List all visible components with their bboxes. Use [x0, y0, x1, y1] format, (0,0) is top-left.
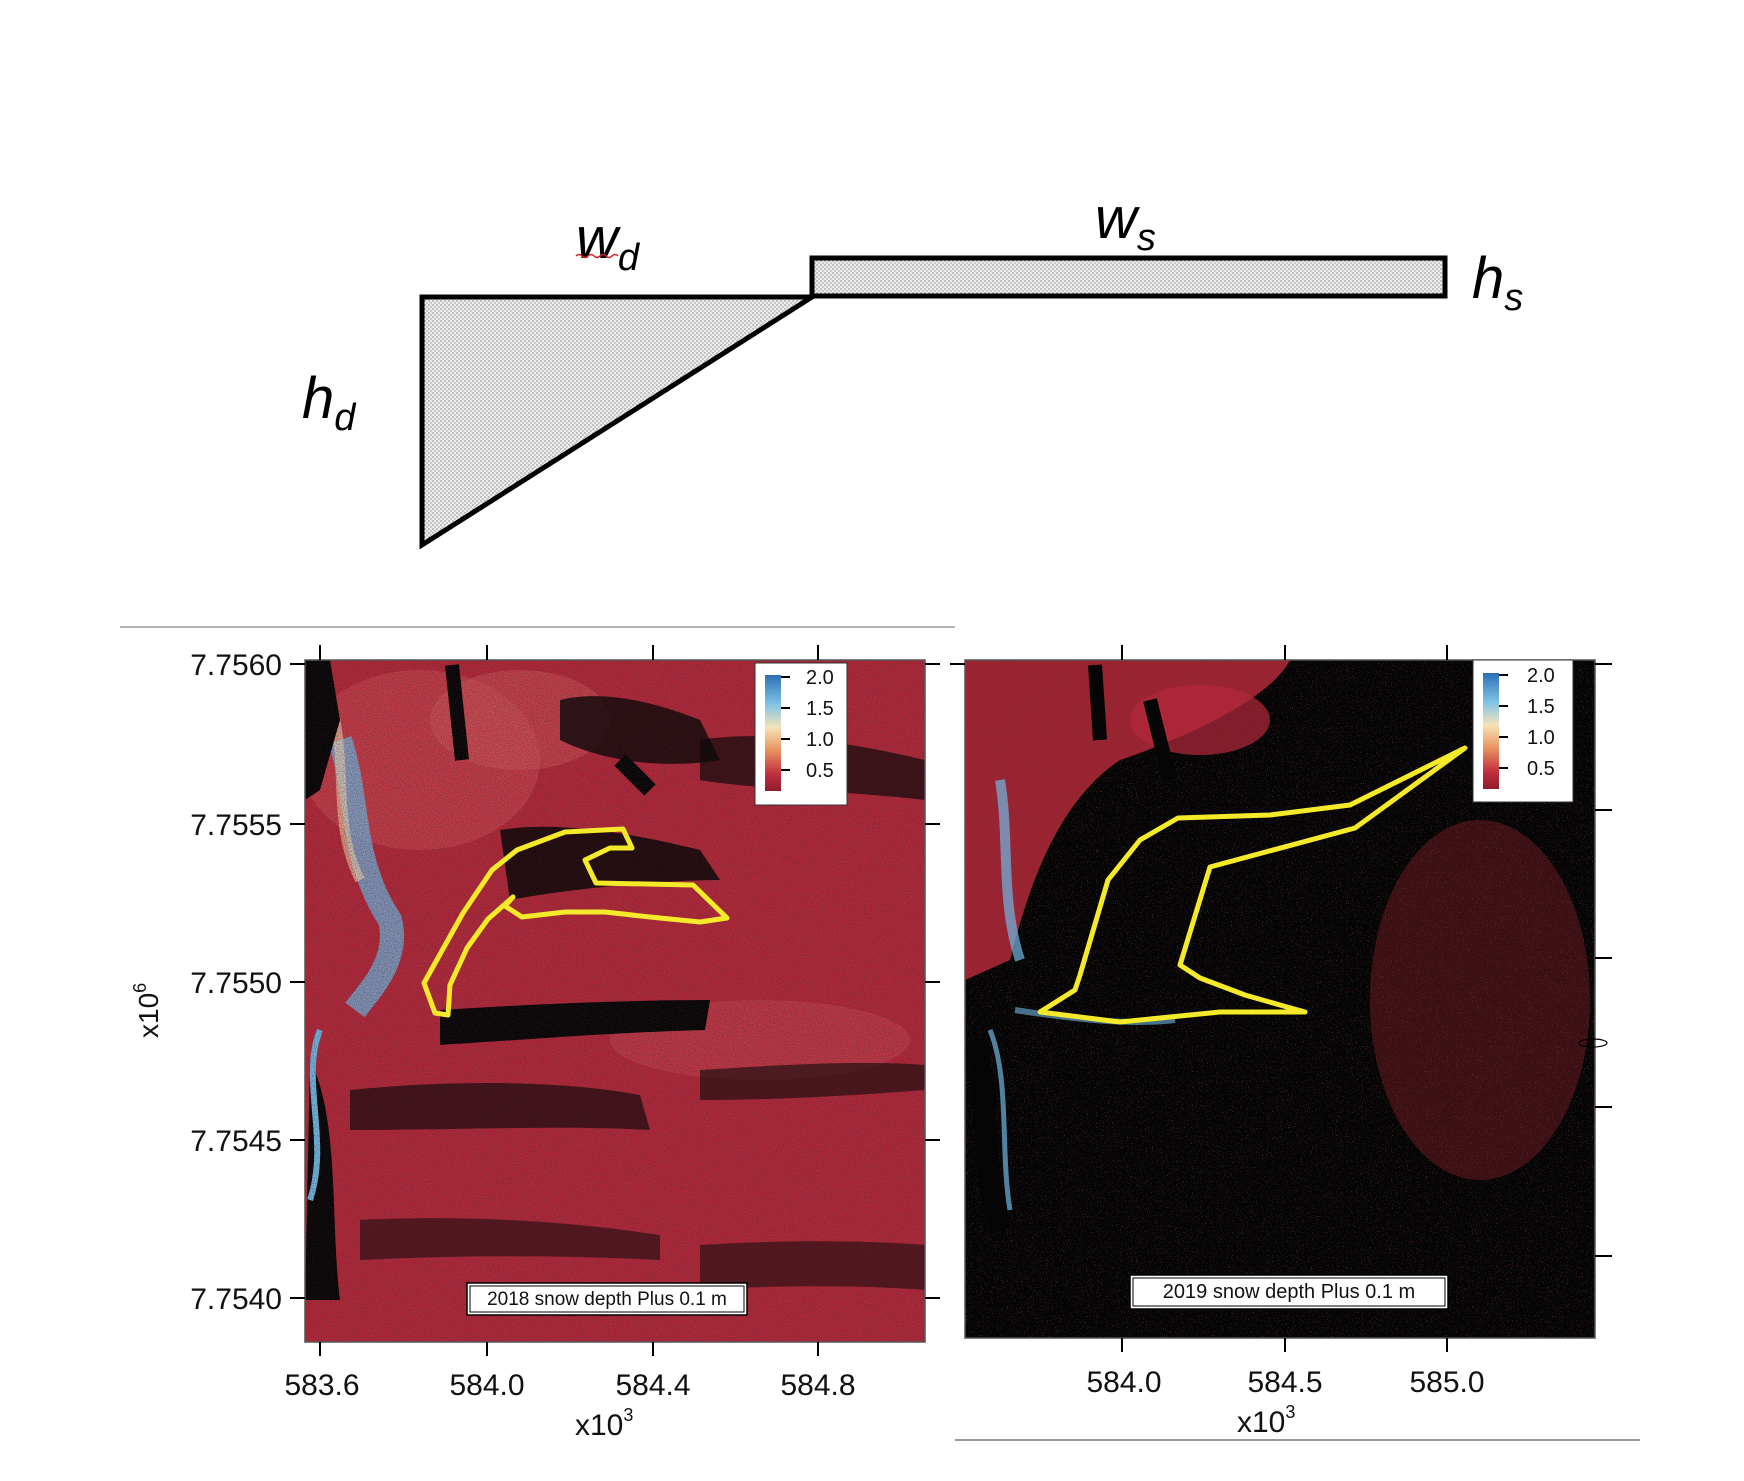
caption-2018: 2018 snow depth Plus 0.1 m [487, 1289, 727, 1310]
spellcheck-underline [575, 253, 619, 259]
y-tick-label: 7.7540 [190, 1283, 282, 1316]
colorbar-2018: 2.0 1.5 1.0 0.5 [754, 662, 848, 806]
label-ws: ws [1095, 186, 1156, 259]
x-multiplier: x103 [575, 1405, 633, 1442]
colorbar-tick: 2.0 [1527, 665, 1555, 687]
colorbar-tick: 0.5 [1527, 758, 1555, 780]
map-panel-2018: 2.0 1.5 1.0 0.5 2018 snow depth Plus 0.1… [130, 645, 940, 1442]
x-tick-label: 584.0 [449, 1369, 524, 1402]
colorbar-tick: 1.0 [1527, 727, 1555, 749]
label-hs: hs [1472, 246, 1523, 319]
y-tick-label: 7.7550 [190, 967, 282, 1000]
y-tick-label: 7.7545 [190, 1125, 282, 1158]
label-wd: wd [576, 206, 641, 279]
colorbar-tick: 1.5 [1527, 696, 1555, 718]
y-multiplier: x106 [130, 983, 164, 1038]
x-multiplier: x103 [1237, 1402, 1295, 1439]
caption-2019: 2019 snow depth Plus 0.1 m [1163, 1281, 1415, 1303]
x-tick-label: 584.5 [1247, 1366, 1322, 1399]
colorbar-tick: 2.0 [806, 667, 834, 689]
colorbar-tick: 1.5 [806, 698, 834, 720]
snow-slab [809, 255, 1448, 299]
x-tick-label: 583.6 [284, 1369, 359, 1402]
x-tick-label: 584.8 [780, 1369, 855, 1402]
x-axis-2018: 583.6 584.0 584.4 584.8 x103 [284, 645, 856, 1442]
y-tick-label: 7.7560 [190, 649, 282, 682]
drift-schematic: wd ws hs hd [302, 186, 1523, 550]
y-axis-2018: 7.7560 7.7555 7.7550 7.7545 7.7540 x106 [130, 649, 940, 1316]
map-panel-2019: 2.0 1.5 1.0 0.5 2019 snow depth Plus 0.1… [950, 645, 1612, 1439]
colorbar-tick: 1.0 [806, 729, 834, 751]
x-tick-label: 584.0 [1086, 1366, 1161, 1399]
x-tick-label: 584.4 [615, 1369, 690, 1402]
y-axis-2019 [950, 663, 1612, 1257]
drift-outline-2019 [1037, 745, 1468, 1025]
label-hd: hd [302, 366, 357, 439]
colorbar-2019: 2.0 1.5 1.0 0.5 [1472, 659, 1574, 803]
drift-outline-2018 [421, 826, 730, 1018]
drift-triangle [419, 294, 821, 550]
x-axis-2019: 584.0 584.5 585.0 x103 [1086, 645, 1485, 1439]
x-tick-label: 585.0 [1409, 1366, 1484, 1399]
colorbar-tick: 0.5 [806, 760, 834, 782]
y-tick-label: 7.7555 [190, 809, 282, 842]
